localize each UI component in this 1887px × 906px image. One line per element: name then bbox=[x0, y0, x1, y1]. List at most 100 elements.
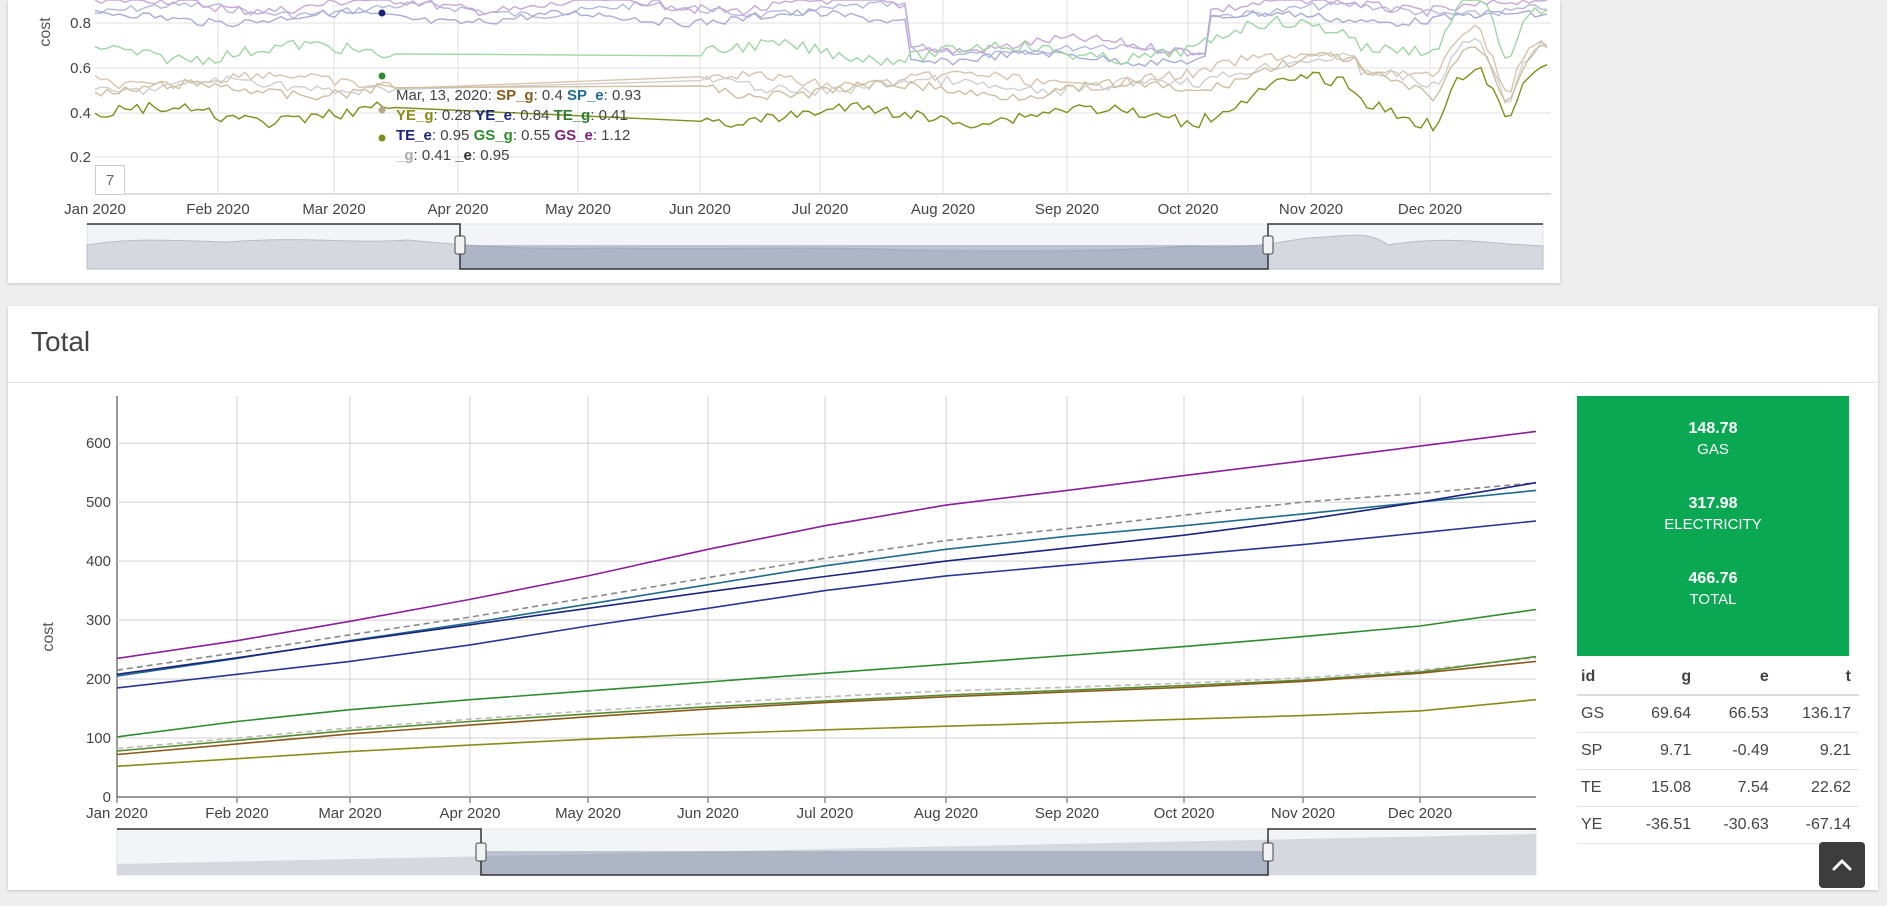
table-row: YE -36.51 -30.63 -67.14 bbox=[1577, 806, 1859, 844]
x-tick-label: Feb 2020 bbox=[205, 805, 268, 822]
total-card: Total bbox=[8, 306, 1878, 890]
series-line-SP_e bbox=[116, 489, 1537, 677]
tooltip-marker bbox=[378, 72, 386, 80]
tooltip-series-value: : 0.41 bbox=[413, 147, 456, 164]
total-y-axis-label: cost bbox=[40, 622, 57, 652]
tooltip-marker bbox=[378, 134, 386, 142]
tooltip-series-value: : 0.55 bbox=[512, 127, 555, 144]
x-tick-label: Mar 2020 bbox=[302, 201, 365, 218]
tooltip-series-value: : 0.84 bbox=[511, 107, 554, 124]
tooltip-series-value: : 0.41 bbox=[590, 107, 628, 124]
total-navigator-right-handle[interactable] bbox=[1262, 842, 1274, 862]
series-line-_e bbox=[116, 481, 1537, 671]
tooltip-series-name: TE_g bbox=[553, 107, 591, 124]
x-tick-label: Jan 2020 bbox=[86, 805, 148, 822]
y-tick-label: 600 bbox=[86, 435, 111, 452]
daily-series-line bbox=[95, 0, 1548, 59]
table-cell: -30.63 bbox=[1699, 806, 1777, 844]
series-line-TE_g bbox=[116, 655, 1537, 752]
tooltip-line: _g: 0.41 _e: 0.95 bbox=[396, 146, 641, 166]
daily-cost-chart[interactable]: cost 0.8 0.6 0.4 0.2 Jan 2020 Feb 2020 Mar 20… bbox=[8, 0, 1560, 283]
y-tick-label: 0.4 bbox=[70, 105, 91, 122]
x-tick-label: Sep 2020 bbox=[1035, 201, 1099, 218]
x-tick-label: Dec 2020 bbox=[1388, 805, 1452, 822]
tooltip-series-name: _g bbox=[396, 147, 414, 164]
electricity-value: 317.98 bbox=[1688, 495, 1738, 512]
range-selector-button[interactable]: 7 bbox=[95, 165, 125, 195]
table-cell: 136.17 bbox=[1776, 695, 1859, 733]
table-cell: -67.14 bbox=[1776, 806, 1859, 844]
daily-series-line bbox=[94, 37, 1548, 104]
tooltip-series-name: YE_e bbox=[475, 107, 512, 124]
tooltip-date: Mar, 13, 2020: bbox=[396, 87, 497, 104]
y-tick-label: 0.6 bbox=[70, 60, 91, 77]
series-line-TE_e bbox=[116, 481, 1537, 676]
table-cell: 15.08 bbox=[1621, 769, 1700, 807]
tooltip-line: YE_g: 0.28 YE_e: 0.84 TE_g: 0.41 bbox=[396, 106, 641, 126]
daily-series-line bbox=[94, 44, 1548, 103]
table-header-row: id g e t bbox=[1577, 660, 1859, 696]
summary-box: 148.78 GAS 317.98 ELECTRICITY 466.76 TOT… bbox=[1577, 396, 1849, 656]
top-y-axis-label: cost bbox=[37, 17, 54, 47]
x-tick-label: Mar 2020 bbox=[318, 805, 381, 822]
cost-chart-card: cost 0.8 0.6 0.4 0.2 Jan 2020 Feb 2020 Mar 20… bbox=[8, 0, 1560, 283]
tooltip-series-value: : 0.95 bbox=[471, 147, 510, 164]
gas-stat: 148.78 GAS bbox=[1577, 420, 1849, 458]
table-cell: 69.64 bbox=[1621, 695, 1700, 733]
tooltip-series-value: : 0.93 bbox=[603, 87, 642, 104]
table-cell: YE bbox=[1577, 806, 1622, 844]
table-cell: SP bbox=[1577, 732, 1622, 770]
x-tick-label: Sep 2020 bbox=[1035, 805, 1099, 822]
tooltip-line: TE_e: 0.95 GS_g: 0.55 GS_e: 1.12 bbox=[396, 126, 641, 146]
x-tick-label: May 2020 bbox=[555, 805, 621, 822]
x-tick-label: Apr 2020 bbox=[428, 201, 489, 218]
tooltip-series-name: GS_e bbox=[554, 127, 593, 144]
series-line-YE_e bbox=[116, 520, 1537, 689]
tooltip-series-name: GS_g bbox=[473, 127, 513, 144]
gas-value: 148.78 bbox=[1688, 420, 1738, 437]
gas-label: GAS bbox=[1697, 441, 1729, 458]
table-cell: 9.71 bbox=[1621, 732, 1700, 770]
scroll-to-top-button[interactable] bbox=[1819, 842, 1865, 888]
tooltip-series-name: TE_e bbox=[396, 127, 432, 144]
tooltip-series-value: : 1.12 bbox=[592, 127, 631, 144]
tooltip-marker bbox=[378, 106, 386, 114]
electricity-stat: 317.98 ELECTRICITY bbox=[1577, 495, 1849, 533]
total-navigator[interactable] bbox=[116, 828, 1537, 876]
table-cell: -36.51 bbox=[1621, 806, 1700, 844]
x-tick-label: Jun 2020 bbox=[677, 805, 739, 822]
tooltip-series-name: SP_e bbox=[566, 87, 604, 104]
series-line-GS_g bbox=[116, 608, 1537, 738]
total-cost-chart[interactable]: cost 0 100 200 300 400 500 600 Jan 2020 Feb 202… bbox=[0, 0, 1560, 890]
x-tick-label: Jul 2020 bbox=[797, 805, 854, 822]
card-title: Total bbox=[31, 326, 91, 357]
y-tick-label: 0.8 bbox=[70, 15, 91, 32]
y-tick-label: 400 bbox=[86, 553, 111, 570]
x-tick-label: Aug 2020 bbox=[914, 805, 978, 822]
tooltip-series-value: : 0.95 bbox=[431, 127, 474, 144]
table-cell: GS bbox=[1577, 695, 1622, 733]
x-tick-label: Apr 2020 bbox=[440, 805, 501, 822]
x-tick-label: Jan 2020 bbox=[64, 201, 126, 218]
series-line-YE_g bbox=[116, 698, 1537, 768]
series-line-SP_g bbox=[116, 660, 1537, 756]
top-navigator-left-handle[interactable] bbox=[454, 235, 466, 255]
table-row: SP 9.71 -0.49 9.21 bbox=[1577, 732, 1859, 770]
tooltip-line: Mar, 13, 2020: SP_g: 0.4 SP_e: 0.93 bbox=[396, 86, 641, 106]
divider bbox=[8, 382, 1878, 383]
top-navigator[interactable] bbox=[86, 223, 1544, 270]
tooltip-series-name: SP_g bbox=[496, 87, 534, 104]
top-navigator-right-handle[interactable] bbox=[1262, 235, 1274, 255]
x-tick-label: Oct 2020 bbox=[1158, 201, 1219, 218]
total-navigator-left-handle[interactable] bbox=[475, 842, 487, 862]
x-tick-label: Dec 2020 bbox=[1398, 201, 1462, 218]
daily-series-line bbox=[94, 9, 1548, 67]
y-tick-label: 200 bbox=[86, 671, 111, 688]
y-tick-label: 300 bbox=[86, 612, 111, 629]
series-line-_g bbox=[116, 657, 1537, 750]
electricity-label: ELECTRICITY bbox=[1664, 516, 1762, 533]
table-cell: 22.62 bbox=[1776, 769, 1859, 807]
x-tick-label: Jul 2020 bbox=[792, 201, 849, 218]
x-tick-label: Nov 2020 bbox=[1279, 201, 1343, 218]
x-tick-label: Feb 2020 bbox=[186, 201, 249, 218]
